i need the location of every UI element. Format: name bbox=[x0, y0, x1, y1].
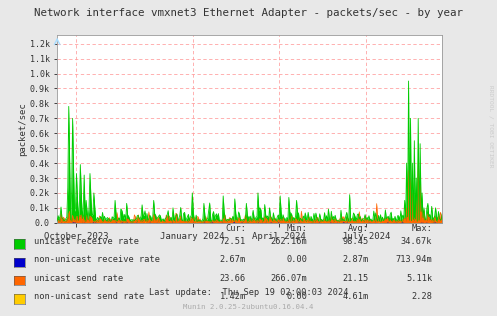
Text: 0.00: 0.00 bbox=[286, 292, 307, 301]
Text: 2.87m: 2.87m bbox=[342, 255, 369, 264]
Text: 5.11k: 5.11k bbox=[406, 274, 432, 283]
Text: 2.67m: 2.67m bbox=[220, 255, 246, 264]
Text: Cur:: Cur: bbox=[225, 224, 246, 233]
Text: unicast send rate: unicast send rate bbox=[34, 274, 123, 283]
Text: RRDTOOL / TOBI OETIKER: RRDTOOL / TOBI OETIKER bbox=[489, 85, 494, 168]
Text: Munin 2.0.25-2ubuntu0.16.04.4: Munin 2.0.25-2ubuntu0.16.04.4 bbox=[183, 304, 314, 310]
Text: 1.42m: 1.42m bbox=[220, 292, 246, 301]
Text: Avg:: Avg: bbox=[348, 224, 369, 233]
Text: 2.28: 2.28 bbox=[412, 292, 432, 301]
Text: unicast receive rate: unicast receive rate bbox=[34, 237, 139, 246]
Text: 72.51: 72.51 bbox=[220, 237, 246, 246]
Text: 34.67k: 34.67k bbox=[401, 237, 432, 246]
Text: non-unicast receive rate: non-unicast receive rate bbox=[34, 255, 160, 264]
Text: 23.66: 23.66 bbox=[220, 274, 246, 283]
Text: 98.45: 98.45 bbox=[342, 237, 369, 246]
Text: Last update:  Thu Sep 19 02:00:03 2024: Last update: Thu Sep 19 02:00:03 2024 bbox=[149, 288, 348, 296]
Text: 713.94m: 713.94m bbox=[396, 255, 432, 264]
Text: Max:: Max: bbox=[412, 224, 432, 233]
Text: Min:: Min: bbox=[286, 224, 307, 233]
Text: 262.16m: 262.16m bbox=[270, 237, 307, 246]
Text: 266.07m: 266.07m bbox=[270, 274, 307, 283]
Text: 4.61m: 4.61m bbox=[342, 292, 369, 301]
Text: Network interface vmxnet3 Ethernet Adapter - packets/sec - by year: Network interface vmxnet3 Ethernet Adapt… bbox=[34, 8, 463, 18]
Text: non-unicast send rate: non-unicast send rate bbox=[34, 292, 144, 301]
Text: 0.00: 0.00 bbox=[286, 255, 307, 264]
Y-axis label: packet/sec: packet/sec bbox=[18, 102, 27, 156]
Text: 21.15: 21.15 bbox=[342, 274, 369, 283]
